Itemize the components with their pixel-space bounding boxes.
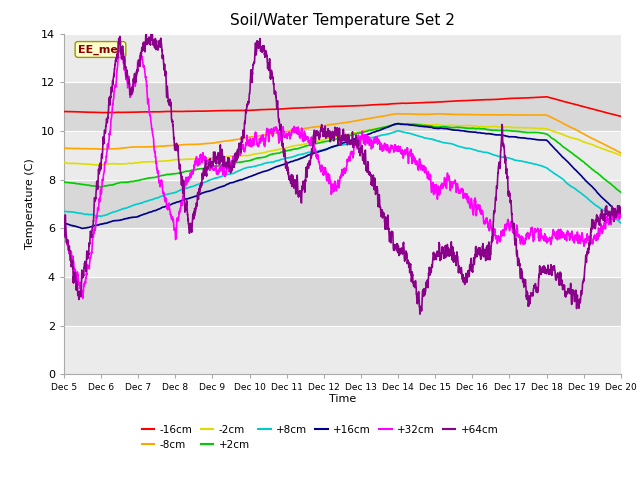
- Bar: [64, 180, 621, 228]
- Bar: [64, 277, 621, 326]
- X-axis label: Time: Time: [329, 394, 356, 404]
- Title: Soil/Water Temperature Set 2: Soil/Water Temperature Set 2: [230, 13, 455, 28]
- Bar: [64, 34, 621, 82]
- Bar: [64, 326, 621, 374]
- Text: EE_met: EE_met: [78, 44, 123, 55]
- Legend: -16cm, -8cm, -2cm, +2cm, +8cm, +16cm, +32cm, +64cm: -16cm, -8cm, -2cm, +2cm, +8cm, +16cm, +3…: [138, 420, 502, 454]
- Bar: [64, 82, 621, 131]
- Bar: [64, 228, 621, 277]
- Y-axis label: Temperature (C): Temperature (C): [26, 158, 35, 250]
- Bar: [64, 131, 621, 180]
